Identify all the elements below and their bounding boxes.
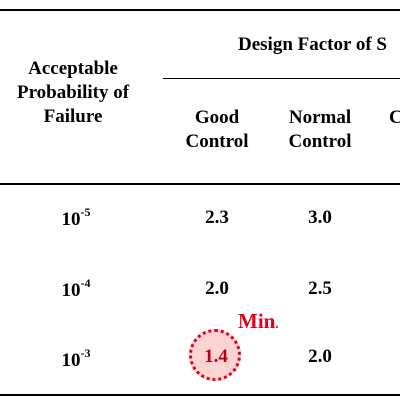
prob-base: 10 (61, 280, 81, 301)
sub-header-normal-control: Normal Control (289, 106, 352, 154)
group-header-design-factor: Design Factor of S (238, 34, 387, 55)
row-probability: 10-4 (61, 277, 91, 302)
col-header-line: Failure (43, 106, 103, 127)
sub-header-good-control: Good Control (186, 106, 249, 154)
bottom-rule (0, 394, 400, 396)
min-label-text: Min (238, 309, 276, 333)
min-highlight-circle (189, 329, 241, 381)
cell-good-control: 2.3 (205, 207, 229, 228)
row-probability: 10-5 (61, 206, 91, 231)
group-header-rule (163, 78, 400, 79)
col-header-line: Acceptable (28, 58, 118, 79)
min-annotation-label: Min. (238, 309, 279, 334)
header-bottom-rule (0, 183, 400, 185)
prob-exponent: -5 (80, 205, 91, 219)
prob-exponent: -4 (80, 276, 91, 290)
sub-header-line: Control (185, 131, 249, 152)
sub-header-line: Normal (288, 107, 352, 128)
sub-header-cut-off: C (389, 106, 400, 130)
col-header-probability: Acceptable Probability of Failure (17, 57, 129, 129)
col-header-line: Probability of (16, 82, 130, 103)
top-rule (0, 9, 400, 11)
prob-base: 10 (61, 350, 81, 371)
prob-base: 10 (61, 209, 81, 230)
cell-good-control: 1.4 (204, 346, 228, 367)
cell-normal-control: 2.5 (308, 278, 332, 299)
cell-normal-control: 2.0 (308, 346, 332, 367)
sub-header-line: Good (194, 107, 240, 128)
sub-header-line: C (389, 107, 400, 128)
sub-header-line: Control (288, 131, 352, 152)
min-label-suffix: . (275, 316, 279, 331)
cell-normal-control: 3.0 (308, 207, 332, 228)
cell-good-control: 2.0 (205, 278, 229, 299)
prob-exponent: -3 (80, 346, 91, 360)
row-probability: 10-3 (61, 347, 91, 372)
